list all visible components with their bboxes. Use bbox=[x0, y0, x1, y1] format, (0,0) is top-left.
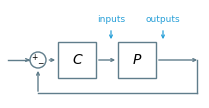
Bar bbox=[118, 42, 156, 78]
Text: C: C bbox=[72, 53, 82, 67]
Ellipse shape bbox=[30, 52, 46, 68]
Bar bbox=[58, 42, 96, 78]
Text: P: P bbox=[133, 53, 141, 67]
Text: inputs: inputs bbox=[97, 16, 125, 25]
Text: +: + bbox=[31, 53, 38, 63]
Text: −: − bbox=[37, 60, 43, 68]
Text: outputs: outputs bbox=[146, 16, 180, 25]
